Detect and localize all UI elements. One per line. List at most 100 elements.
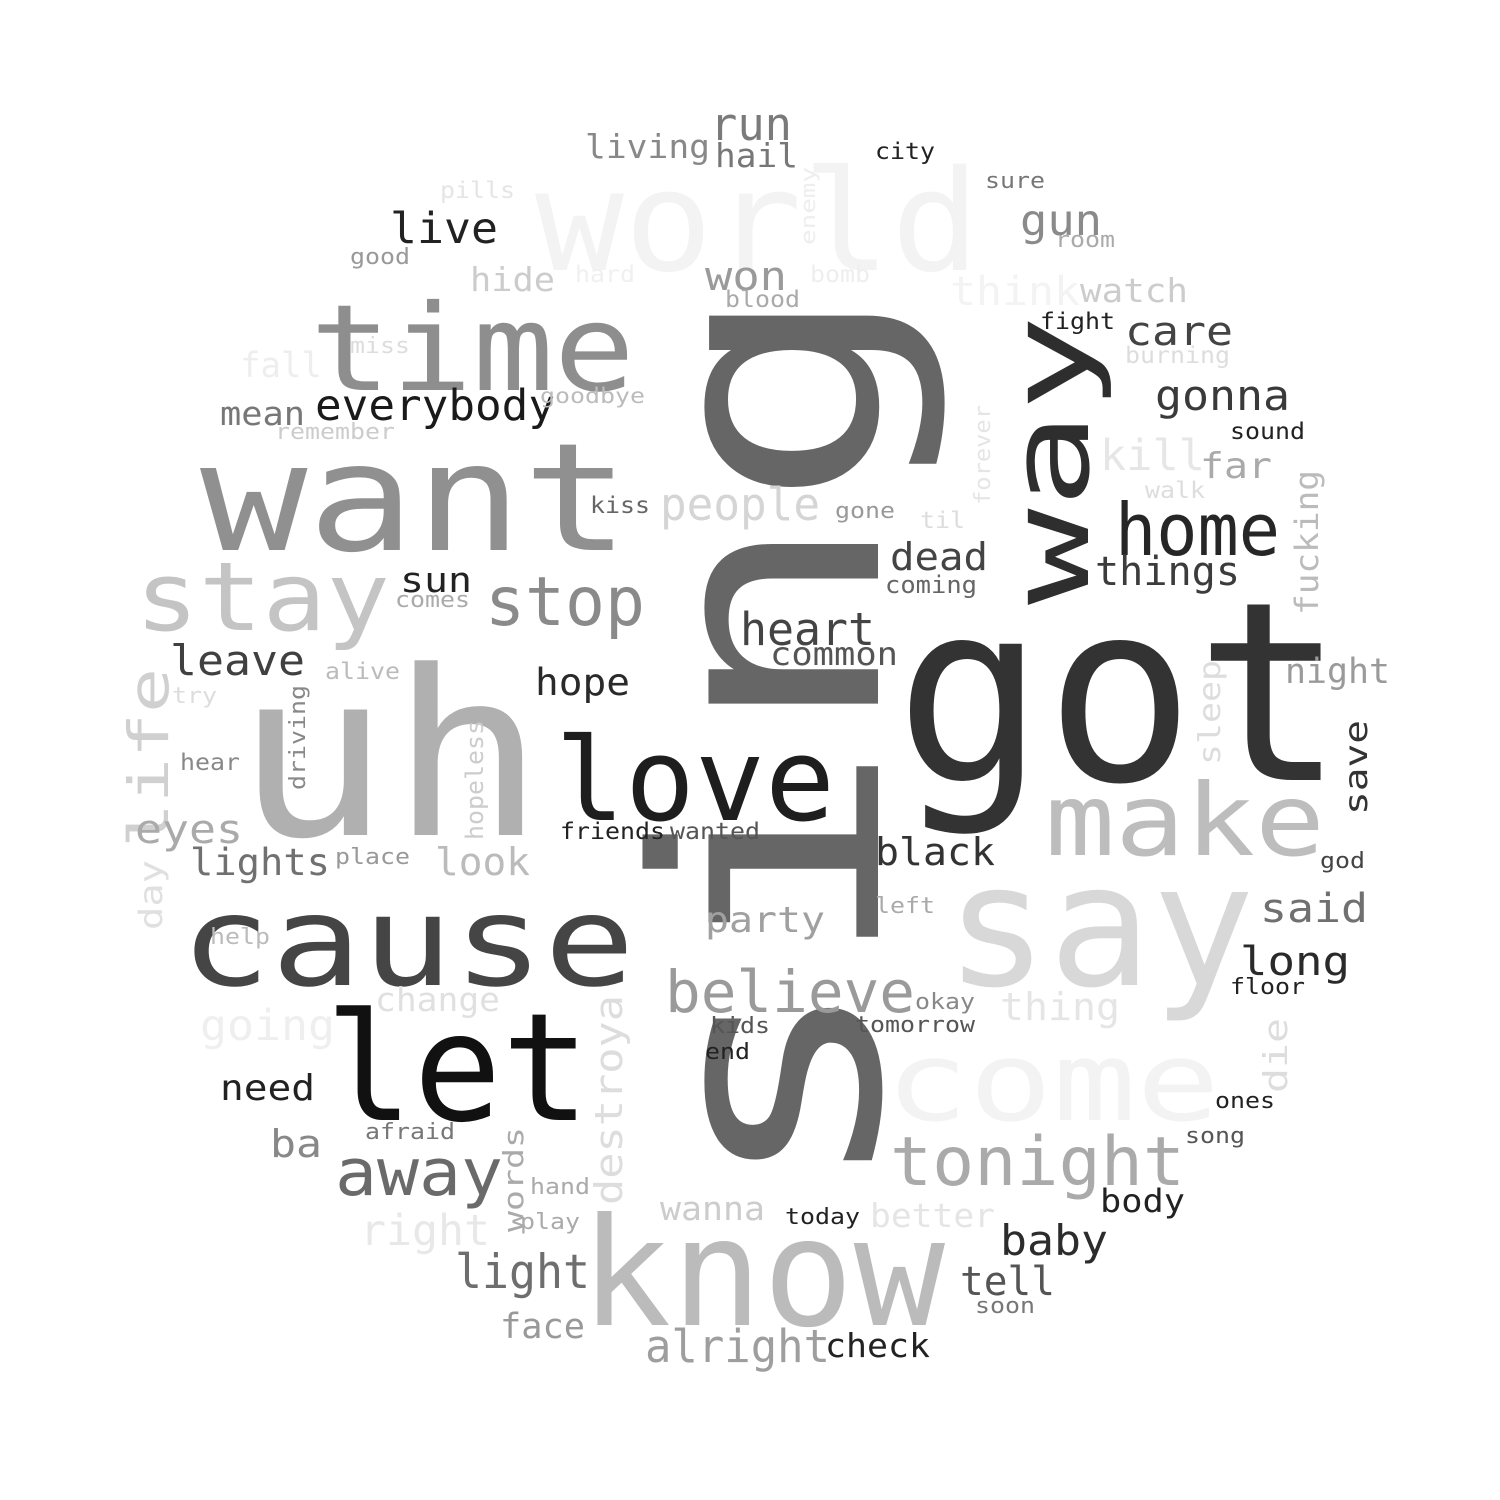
word-let: let bbox=[325, 982, 590, 1156]
word-everybody: everybody bbox=[315, 381, 555, 431]
word-hopeless: hopeless bbox=[461, 720, 489, 840]
word-hide: hide bbox=[470, 260, 555, 299]
word-fight: fight bbox=[1040, 309, 1115, 335]
word-tomorrow: tomorrow bbox=[855, 1013, 976, 1038]
word-love: love bbox=[555, 714, 835, 848]
word-home: home bbox=[1115, 488, 1280, 572]
word-alright: alright bbox=[645, 1320, 830, 1373]
word-sure: sure bbox=[985, 169, 1045, 194]
word-run: run bbox=[710, 98, 792, 151]
word-say: say bbox=[945, 828, 1255, 1026]
word-think: think bbox=[950, 269, 1080, 315]
word-common: common bbox=[770, 635, 898, 673]
word-destroya: destroya bbox=[587, 995, 631, 1205]
word-life: life bbox=[117, 668, 181, 848]
word-friends: friends bbox=[560, 819, 665, 845]
word-wanna: wanna bbox=[660, 1189, 765, 1228]
word-care: care bbox=[1125, 309, 1233, 355]
word-things: things bbox=[1095, 549, 1240, 595]
word-stop: stop bbox=[485, 563, 645, 642]
word-look: look bbox=[435, 840, 530, 884]
word-kids: kids bbox=[710, 1014, 770, 1039]
word-today: today bbox=[785, 1205, 860, 1230]
word-want: want bbox=[200, 412, 630, 586]
word-miss: miss bbox=[350, 334, 410, 359]
word-try: try bbox=[172, 684, 217, 709]
word-away: away bbox=[335, 1136, 503, 1211]
word-eyes: eyes bbox=[135, 807, 243, 853]
word-leave: leave bbox=[170, 636, 305, 685]
word-change: change bbox=[375, 980, 500, 1019]
word-alive: alive bbox=[325, 659, 400, 685]
word-face: face bbox=[500, 1307, 585, 1347]
word-gonna: gonna bbox=[1155, 371, 1290, 420]
word-light: light bbox=[455, 1245, 590, 1300]
word-remember: remember bbox=[275, 420, 395, 445]
word-left: left bbox=[875, 894, 935, 919]
word-city: city bbox=[875, 139, 935, 165]
word-hand: hand bbox=[530, 1175, 590, 1200]
word-kiss: kiss bbox=[590, 493, 650, 519]
word-hope: hope bbox=[535, 661, 630, 704]
word-ones: ones bbox=[1215, 1089, 1275, 1114]
word-play: play bbox=[520, 1210, 580, 1235]
word-uh: uh bbox=[235, 623, 545, 890]
word-hail: hail bbox=[715, 136, 798, 175]
word-god: god bbox=[1320, 849, 1365, 874]
word-sleep: sleep bbox=[1193, 660, 1228, 765]
word-sing: sing bbox=[591, 280, 952, 1200]
word-believe: believe bbox=[665, 958, 915, 1026]
word-forever: forever bbox=[971, 405, 996, 505]
word-good: good bbox=[350, 245, 410, 270]
word-make: make bbox=[1045, 762, 1325, 879]
word-kill: kill bbox=[1100, 431, 1205, 481]
word-comes: comes bbox=[395, 588, 470, 613]
word-thing: thing bbox=[1000, 985, 1120, 1029]
word-gone: gone bbox=[835, 499, 895, 524]
word-night: night bbox=[1285, 652, 1390, 692]
word-sound: sound bbox=[1230, 419, 1305, 445]
word-cause: cause bbox=[180, 870, 635, 1015]
word-hard: hard bbox=[575, 262, 635, 288]
word-said: said bbox=[1260, 886, 1368, 932]
word-heart: heart bbox=[740, 603, 875, 656]
word-song: song bbox=[1185, 1124, 1245, 1149]
word-know: know bbox=[580, 1187, 946, 1361]
word-die: die bbox=[1256, 1018, 1295, 1093]
word-body: body bbox=[1100, 1182, 1185, 1220]
word-goodbye: goodbye bbox=[540, 384, 645, 408]
word-place: place bbox=[335, 845, 410, 870]
word-dead: dead bbox=[890, 535, 988, 579]
word-hear: hear bbox=[180, 750, 240, 776]
word-bomb: bomb bbox=[810, 262, 870, 288]
word-help: help bbox=[210, 925, 270, 950]
word-fucking: fucking bbox=[1288, 470, 1326, 615]
word-soon: soon bbox=[975, 1294, 1035, 1319]
word-come: come bbox=[885, 1018, 1220, 1146]
word-fall: fall bbox=[240, 346, 322, 386]
word-black: black bbox=[875, 830, 995, 874]
word-save: save bbox=[1337, 720, 1375, 815]
word-okay: okay bbox=[915, 990, 975, 1015]
word-going: going bbox=[200, 1001, 335, 1051]
word-right: right bbox=[360, 1206, 490, 1256]
word-got: got bbox=[895, 548, 1345, 839]
word-better: better bbox=[870, 1196, 995, 1235]
word-driving: driving bbox=[286, 685, 311, 790]
word-sun: sun bbox=[400, 561, 472, 601]
word-wanted: wanted bbox=[670, 819, 760, 845]
word-floor: floor bbox=[1230, 975, 1305, 1000]
word-afraid: afraid bbox=[365, 1120, 455, 1145]
word-people: people bbox=[660, 478, 820, 531]
word-day: day bbox=[132, 860, 170, 930]
word-pills: pills bbox=[440, 178, 515, 204]
word-ba: ba bbox=[270, 1122, 322, 1166]
word-living: living bbox=[585, 127, 710, 166]
word-walk: walk bbox=[1145, 478, 1205, 504]
word-lights: lights bbox=[190, 841, 330, 884]
word-world: world bbox=[535, 141, 980, 304]
word-end: end bbox=[705, 1040, 750, 1065]
